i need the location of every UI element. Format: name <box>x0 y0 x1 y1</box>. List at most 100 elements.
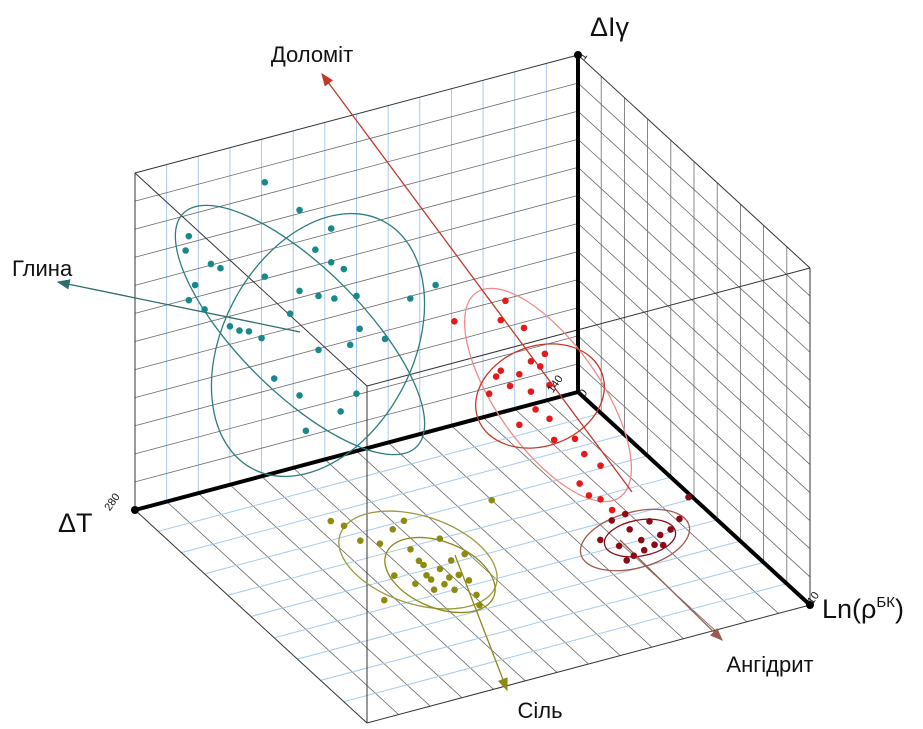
point <box>296 392 303 399</box>
grid-line <box>134 54 579 174</box>
point <box>191 281 199 289</box>
ellipse <box>210 212 426 478</box>
point <box>381 335 389 343</box>
grid-line <box>158 412 602 532</box>
point <box>516 421 523 429</box>
point <box>497 367 505 374</box>
ellipse <box>384 536 496 614</box>
point <box>226 323 234 330</box>
point <box>312 246 319 253</box>
point <box>261 273 269 280</box>
point <box>546 381 553 389</box>
grid-line <box>181 434 625 554</box>
point <box>430 586 438 594</box>
point <box>245 328 253 335</box>
tick-mark <box>133 508 137 512</box>
arrow <box>454 554 508 692</box>
point <box>356 537 364 544</box>
point <box>427 576 435 583</box>
ellipse <box>463 287 633 503</box>
point <box>258 334 265 342</box>
point <box>337 408 344 415</box>
point <box>432 281 439 289</box>
grid-line <box>134 195 579 314</box>
point <box>436 535 444 543</box>
point <box>217 264 224 272</box>
point <box>207 260 215 268</box>
z-axis-title: Ln(ρБК) <box>822 594 904 624</box>
point <box>492 373 500 380</box>
point <box>447 557 455 564</box>
z-title-close: ) <box>895 594 904 624</box>
ellipse <box>338 510 498 610</box>
point <box>376 540 384 547</box>
tick-label: 10 <box>805 590 822 607</box>
point <box>182 247 189 254</box>
point <box>455 571 463 579</box>
point <box>597 496 604 503</box>
point <box>527 358 535 365</box>
point <box>331 295 338 302</box>
annotation: Ангідрит <box>726 652 813 677</box>
point <box>685 493 692 501</box>
point <box>527 388 535 395</box>
point <box>516 370 523 378</box>
point <box>497 316 505 324</box>
point <box>346 341 354 349</box>
point <box>667 526 674 533</box>
point <box>615 542 623 550</box>
point <box>327 225 335 232</box>
annotation: Сіль <box>517 698 562 723</box>
point <box>420 561 427 569</box>
grid-line <box>366 604 811 724</box>
point <box>623 557 630 564</box>
point <box>406 295 414 302</box>
axis-line <box>576 390 812 607</box>
grid-line <box>343 583 787 703</box>
grid-line <box>134 82 579 202</box>
grid-line <box>134 138 579 258</box>
point <box>412 580 419 588</box>
grid-line <box>577 54 811 269</box>
point <box>381 596 388 604</box>
grid-line <box>227 476 671 596</box>
z-title-sup: БК <box>876 594 895 611</box>
point <box>353 390 360 398</box>
point <box>659 541 667 549</box>
point <box>270 375 278 382</box>
point <box>608 517 616 524</box>
point <box>536 363 544 370</box>
grid-line <box>250 498 695 617</box>
point <box>445 574 453 581</box>
point <box>626 526 633 533</box>
point <box>441 580 448 588</box>
tick-mark <box>576 53 580 57</box>
grid-line <box>134 307 579 427</box>
grid-line <box>134 363 579 483</box>
point <box>356 325 363 333</box>
point <box>296 206 303 214</box>
point <box>390 572 398 579</box>
point <box>201 306 208 313</box>
point <box>389 525 397 533</box>
annotation: Глина <box>12 256 73 281</box>
grid-line <box>134 172 368 387</box>
point <box>451 586 458 594</box>
point <box>400 517 408 525</box>
tick-mark <box>808 603 812 607</box>
point <box>415 557 423 565</box>
point <box>571 435 579 443</box>
grid-line <box>297 540 741 660</box>
point <box>315 292 322 300</box>
point <box>651 541 658 549</box>
ellipse <box>603 518 677 558</box>
point <box>185 296 193 304</box>
point <box>608 506 616 514</box>
grid-line <box>320 561 764 681</box>
axis-line <box>134 390 579 512</box>
points <box>182 178 692 609</box>
point <box>597 536 604 544</box>
point <box>315 346 322 354</box>
point <box>585 492 593 499</box>
point <box>502 297 509 305</box>
